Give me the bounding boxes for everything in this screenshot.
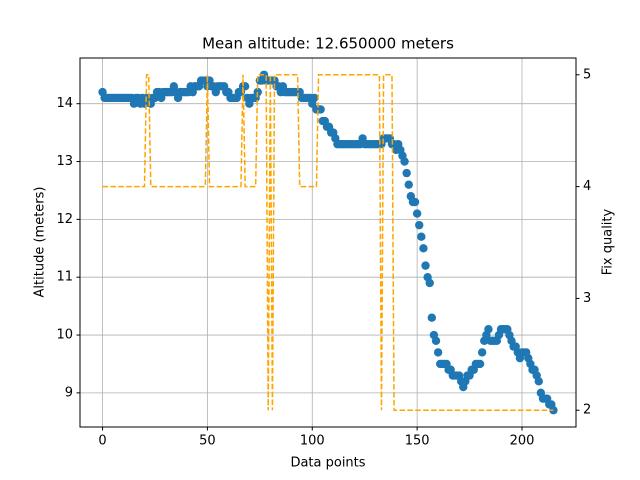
data-point: [425, 278, 434, 288]
x-tick-label: 150: [405, 434, 430, 449]
data-point: [484, 325, 493, 334]
y2-tick-label: 2: [583, 403, 591, 418]
y2-tick-label: 5: [583, 67, 591, 82]
data-point: [475, 359, 485, 369]
x-tick-label: 50: [199, 434, 216, 449]
x-tick-label: 100: [300, 434, 325, 449]
y-tick-label: 14: [56, 96, 73, 111]
data-point: [421, 261, 430, 270]
y-tick-label: 12: [56, 212, 73, 227]
y-tick-label: 9: [65, 385, 73, 400]
data-point: [477, 348, 487, 357]
data-point: [415, 220, 424, 230]
data-point: [412, 209, 422, 218]
data-line: [102, 74, 554, 411]
x-axis-label: Data points: [290, 456, 365, 471]
data-point: [534, 377, 543, 386]
plot-frame: [79, 57, 577, 428]
data-point: [549, 406, 558, 415]
data-point: [310, 93, 319, 103]
data-point: [400, 157, 409, 166]
data-point: [433, 348, 443, 357]
y-axis-label: Altitude (meters): [33, 187, 48, 298]
y2-tick-label: 3: [583, 291, 591, 306]
x-tick-label: 200: [510, 434, 535, 449]
y-tick-label: 10: [56, 328, 73, 343]
x-tick-label: 0: [98, 434, 106, 449]
chart-title: Mean altitude: 12.650000 meters: [202, 35, 454, 53]
y2-tick-label: 4: [583, 179, 591, 194]
data-point: [427, 313, 437, 322]
data-point: [402, 168, 411, 178]
y-tick-label: 13: [56, 154, 73, 169]
data-point: [419, 244, 428, 253]
data-point: [410, 197, 420, 207]
data-point: [404, 180, 413, 189]
data-point: [417, 232, 426, 241]
y2-axis-label: Fix quality: [601, 208, 616, 275]
y-tick-label: 11: [56, 270, 73, 285]
data-point: [431, 336, 441, 346]
